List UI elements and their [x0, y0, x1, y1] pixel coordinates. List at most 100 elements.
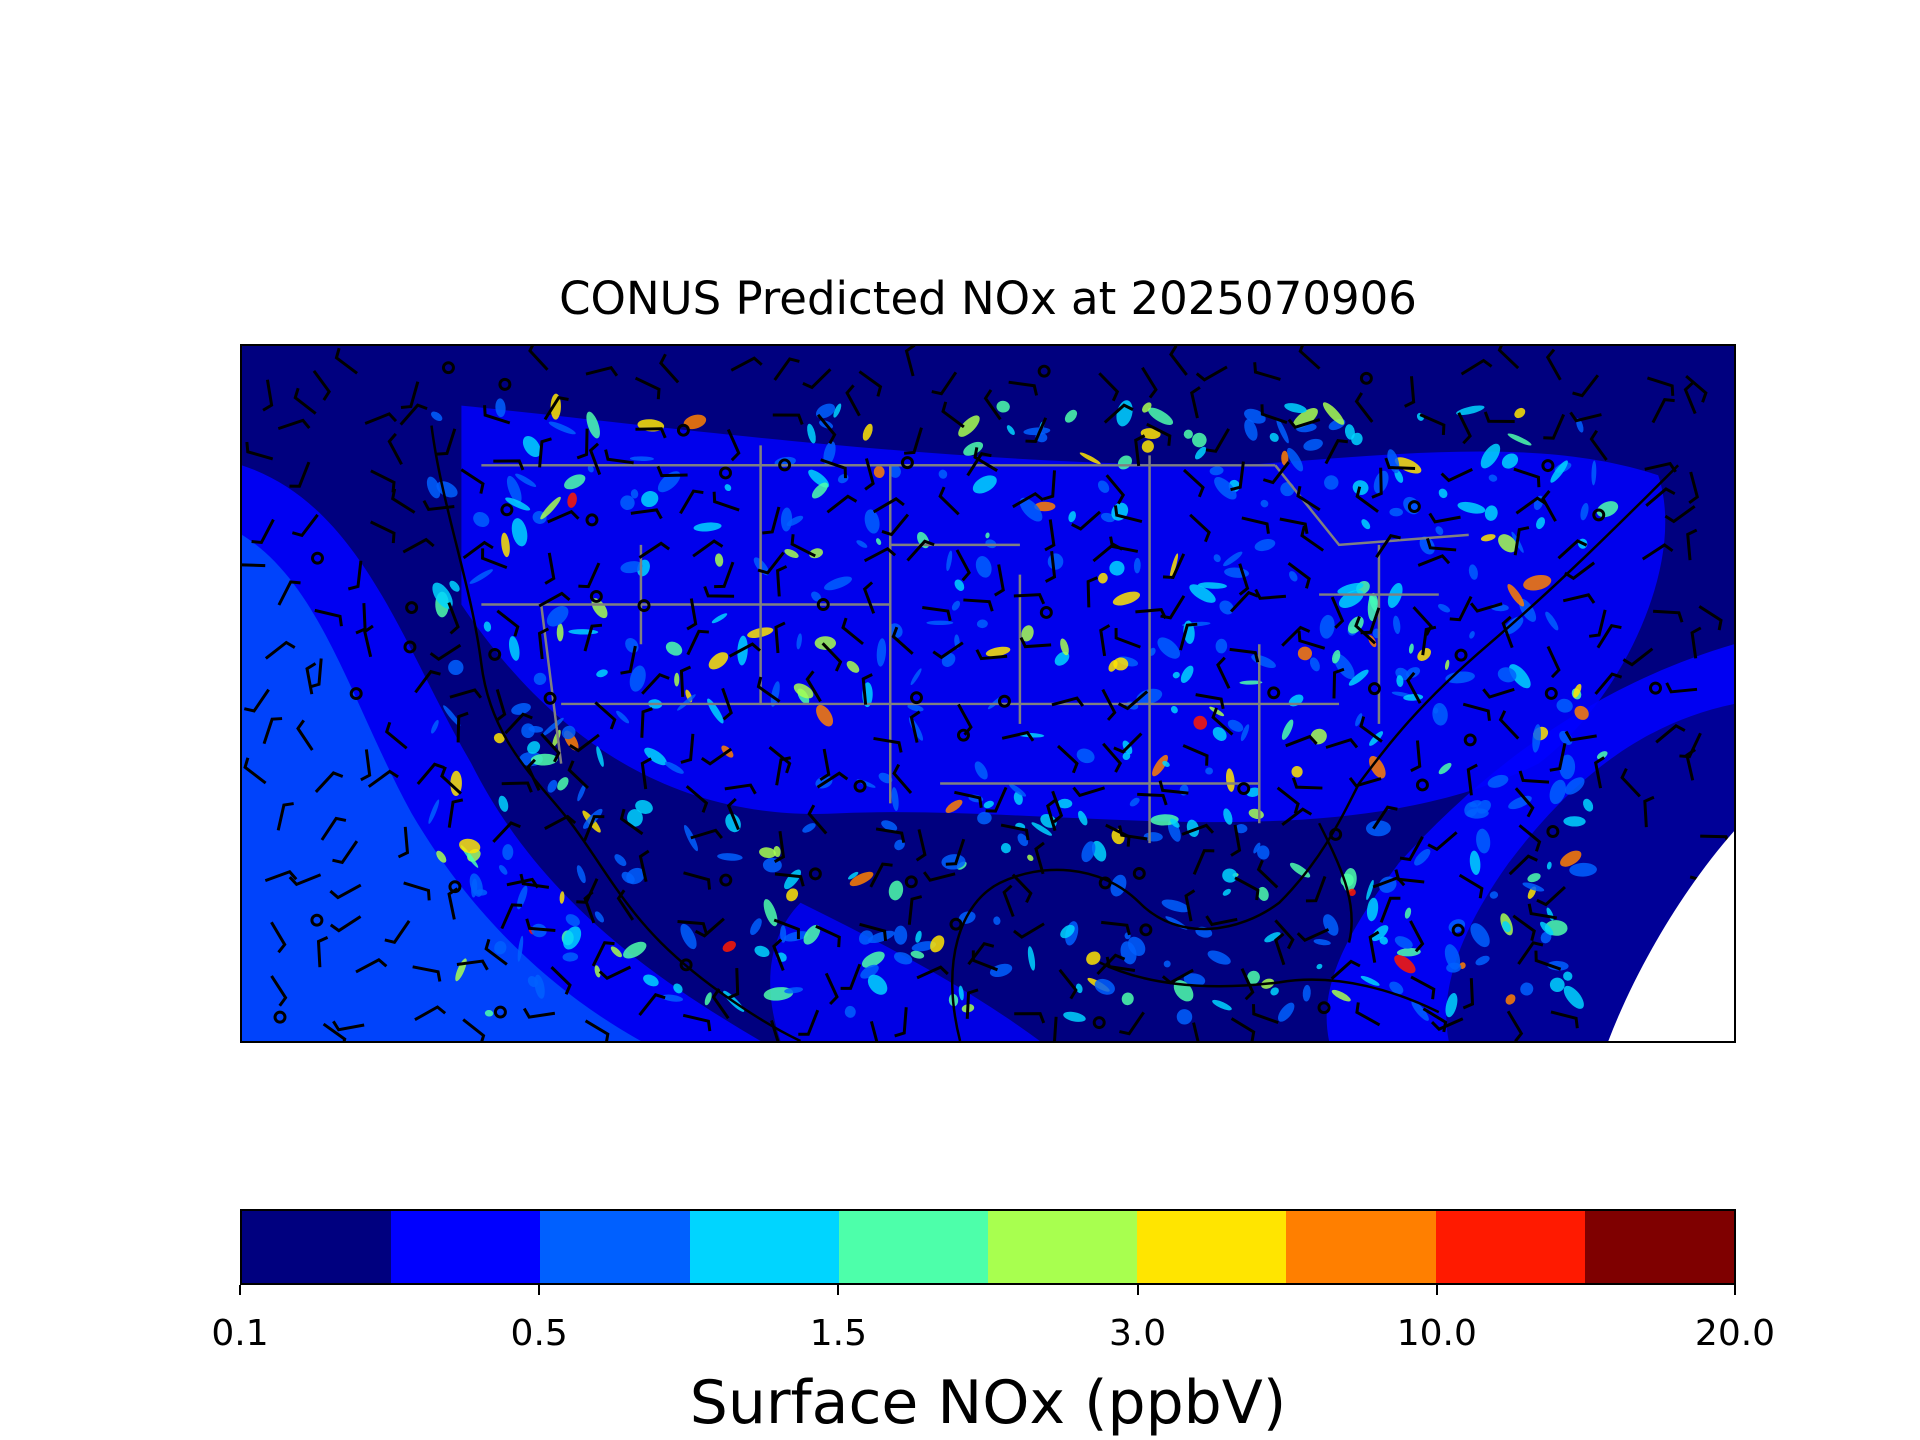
calm-wind-circle: [405, 601, 419, 615]
nox-hotspot: [594, 965, 601, 978]
nox-hotspot: [502, 844, 514, 861]
nox-hotspot: [1580, 502, 1589, 521]
nox-hotspot: [527, 741, 541, 754]
wind-barb: [314, 771, 344, 793]
nox-hotspot: [616, 710, 630, 724]
wind-barb: [1430, 1017, 1464, 1031]
calm-wind-circle: [273, 1010, 287, 1024]
nox-hotspot: [945, 799, 963, 813]
calm-wind-circle: [493, 1005, 507, 1019]
nox-hotspot: [644, 747, 667, 766]
wind-barb: [1230, 1017, 1256, 1041]
nox-hotspot: [1435, 526, 1444, 535]
calm-wind-circle: [1359, 371, 1373, 385]
nox-hotspot: [683, 414, 707, 430]
wind-barb: [501, 781, 533, 793]
wind-barb: [1181, 823, 1215, 836]
nox-hotspot: [1564, 777, 1585, 795]
wind-barb: [790, 534, 816, 558]
nox-hotspot: [824, 576, 852, 591]
wind-barb: [585, 365, 619, 377]
wind-barb: [1205, 428, 1230, 453]
wind-barb: [1051, 790, 1064, 824]
nox-hotspot: [556, 623, 564, 642]
wind-barb: [1354, 392, 1374, 423]
nox-hotspot: [521, 723, 535, 739]
wind-barb: [384, 920, 411, 944]
wind-barb: [638, 541, 671, 559]
nox-hotspot: [1244, 419, 1258, 441]
nox-hotspot: [1180, 665, 1194, 683]
calm-wind-circle: [1092, 1016, 1106, 1030]
wind-barb: [264, 640, 296, 660]
nox-hotspot: [515, 473, 537, 488]
nox-hotspot: [426, 476, 441, 499]
nox-hotspot: [1081, 841, 1096, 863]
nox-hotspot: [661, 994, 684, 1002]
wind-barb: [264, 870, 298, 883]
nox-hotspot: [620, 561, 643, 574]
colorbar-tick-label: 10.0: [1396, 1313, 1477, 1354]
wind-barb: [775, 756, 792, 786]
wind-barb: [305, 662, 317, 695]
wind-barb: [449, 688, 483, 699]
wind-barb: [526, 758, 541, 791]
wind-barb: [370, 469, 396, 493]
wind-barb: [773, 357, 800, 381]
wind-barb: [1042, 470, 1057, 501]
wind-barb: [1162, 553, 1186, 580]
wind-barb: [922, 871, 956, 882]
nox-hotspot: [844, 1005, 856, 1018]
wind-barb: [892, 763, 913, 795]
wind-barb: [975, 649, 1008, 661]
nox-hotspot: [596, 669, 608, 678]
nox-hotspot: [1369, 755, 1386, 779]
wind-barb: [525, 918, 556, 933]
nox-hotspot: [1264, 932, 1281, 943]
country-border: [541, 464, 1469, 547]
nox-hotspot: [894, 925, 908, 945]
wind-barb: [538, 437, 552, 468]
nox-hotspot: [889, 465, 901, 478]
nox-hotspot: [1366, 879, 1374, 901]
wind-barb: [915, 829, 927, 862]
wind-barb: [422, 500, 455, 512]
wind-barb: [630, 508, 663, 520]
nox-hotspot: [483, 621, 492, 632]
wind-barb: [1276, 786, 1300, 814]
wind-barb: [332, 1020, 365, 1032]
wind-barb: [1399, 836, 1424, 862]
nox-hotspot: [1313, 939, 1331, 946]
nox-hotspot: [1127, 936, 1146, 956]
nox-hotspot: [803, 924, 821, 945]
wind-barb: [680, 733, 695, 764]
nox-hotspot: [1057, 798, 1073, 809]
wind-barb: [963, 598, 994, 612]
wind-barb: [931, 371, 958, 396]
nox-hotspot: [1547, 960, 1569, 971]
nox-hotspot: [1456, 405, 1485, 416]
nox-hotspot: [506, 475, 522, 504]
wind-barb: [1375, 534, 1401, 559]
wind-barb: [598, 965, 632, 981]
nox-hotspot: [717, 853, 743, 861]
wind-barb: [819, 748, 831, 781]
wind-barb: [1297, 630, 1326, 650]
nox-hotspot: [1161, 899, 1190, 913]
wind-barb: [1008, 380, 1039, 396]
wind-barb: [820, 458, 847, 479]
wind-barb: [859, 922, 888, 942]
nox-hotspot: [815, 403, 836, 419]
nox-hotspot: [1549, 779, 1566, 805]
nox-hotspot: [881, 820, 898, 832]
wind-barb: [519, 873, 550, 889]
nox-hotspot: [511, 703, 531, 715]
nox-hotspot: [1219, 600, 1234, 615]
nox-hotspot: [861, 951, 885, 968]
wind-barb: [864, 458, 875, 491]
wind-barb: [412, 965, 442, 982]
nox-hotspot: [1503, 616, 1524, 635]
wind-barb: [641, 672, 670, 695]
colorbar-tick-label: 0.5: [510, 1313, 568, 1354]
nox-hotspot: [1254, 539, 1276, 552]
